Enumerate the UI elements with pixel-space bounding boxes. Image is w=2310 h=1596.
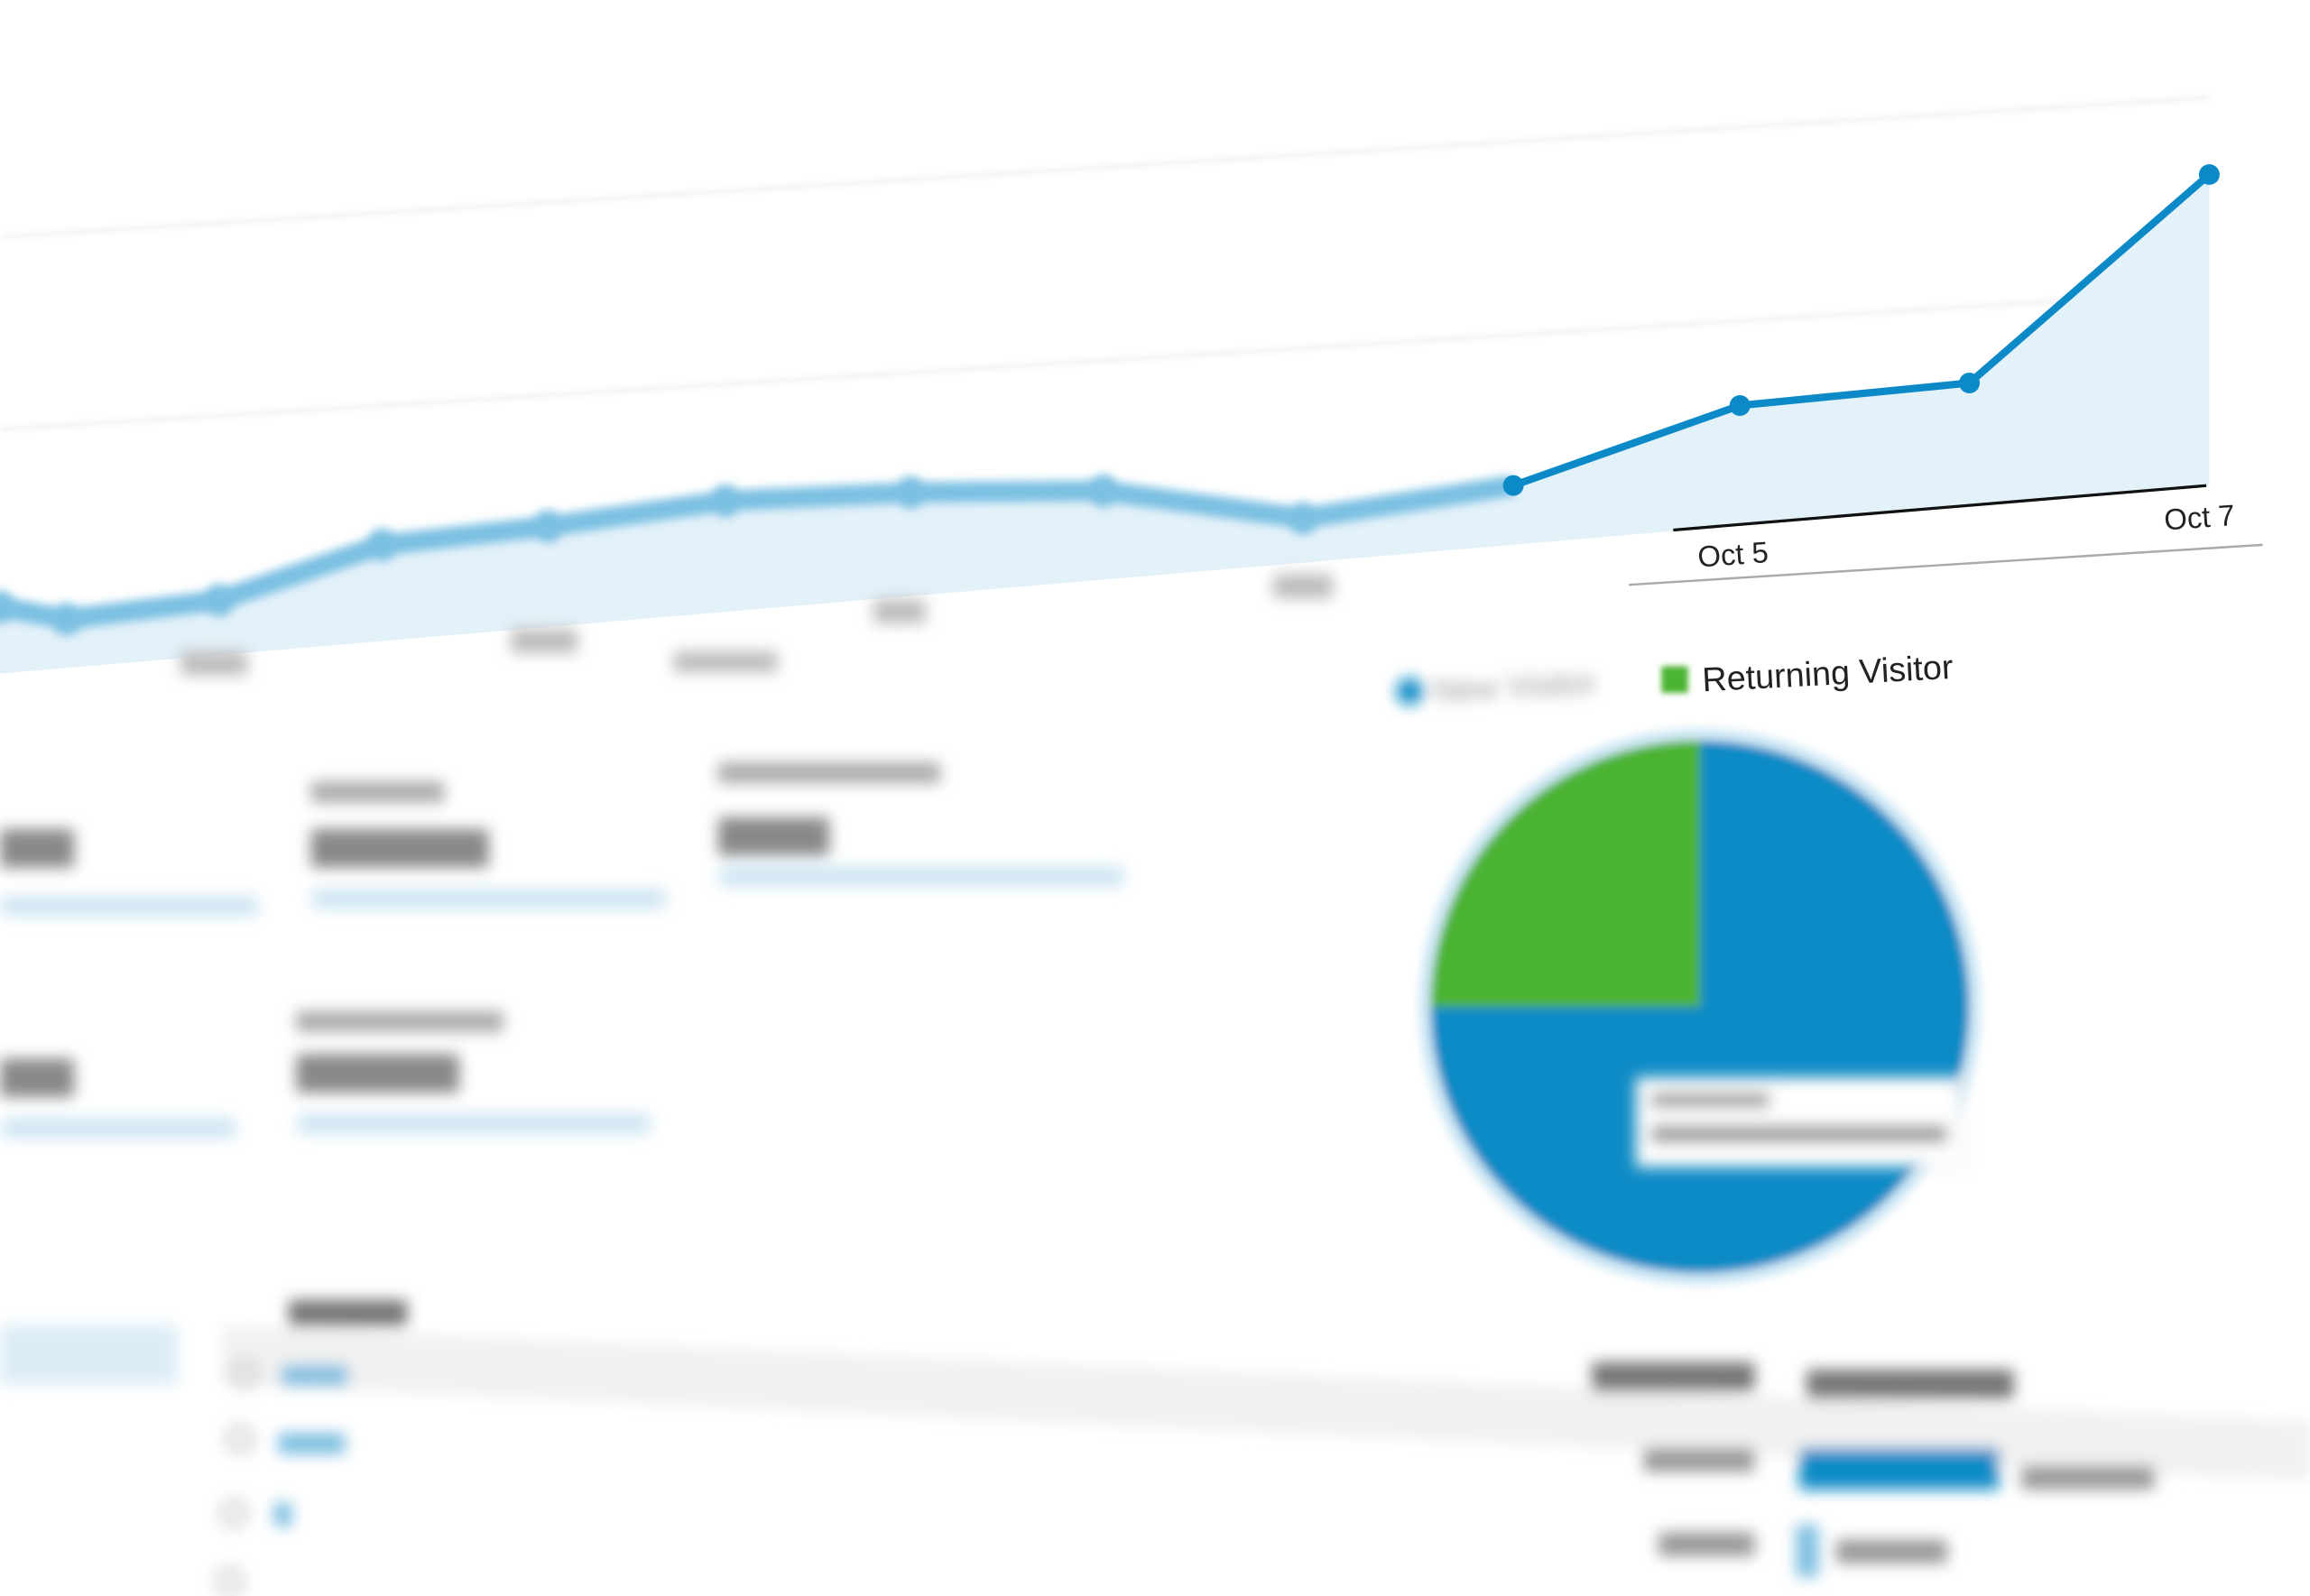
x-axis-shadow: [1629, 543, 2263, 586]
metric-card[interactable]: [296, 1010, 652, 1135]
data-point[interactable]: [1729, 394, 1751, 416]
legend-item-new-visitor[interactable]: New Visitor: [1396, 663, 1598, 709]
blurred-tick-labels: [180, 574, 1333, 676]
gridline: [0, 291, 2210, 430]
metric-card[interactable]: [0, 828, 260, 917]
data-point[interactable]: [1502, 475, 1524, 496]
x-tick-label: Oct 5: [1696, 535, 1769, 573]
legend-swatch: [1661, 666, 1688, 693]
data-point[interactable]: [709, 484, 743, 518]
table-row[interactable]: [215, 1567, 244, 1596]
data-point[interactable]: [531, 510, 565, 543]
table-row[interactable]: [230, 1360, 2155, 1490]
table-row[interactable]: [226, 1425, 1947, 1577]
pie-tooltip: [1635, 1076, 1964, 1167]
gridline: [0, 97, 2210, 238]
data-point[interactable]: [894, 475, 928, 509]
visitor-pie-chart: [1418, 728, 1982, 1286]
data-point[interactable]: [1959, 373, 1981, 393]
data-point[interactable]: [365, 528, 399, 561]
series-line: [1511, 171, 2213, 489]
metric-card[interactable]: [717, 762, 1126, 887]
area-fill: [0, 174, 2210, 674]
metric-cards: [0, 762, 1126, 1139]
data-point[interactable]: [50, 603, 83, 636]
metric-card[interactable]: [310, 781, 667, 909]
legend-label: Returning Visitor: [1701, 648, 1954, 699]
data-point[interactable]: [0, 590, 17, 623]
data-point[interactable]: [202, 584, 236, 617]
gridlines: [0, 97, 2210, 430]
data-point[interactable]: [1086, 474, 1120, 508]
legend-item-returning-visitor[interactable]: Returning Visitor: [1661, 648, 1954, 699]
blurred-line-segment: [0, 474, 1515, 636]
x-tick-label: Oct 7: [2163, 498, 2236, 536]
data-table: [0, 1299, 2310, 1596]
sessions-line-chart: [0, 163, 2220, 674]
pie-legend: New Visitor Returning Visitor: [1396, 648, 1954, 709]
metric-card[interactable]: [0, 1058, 237, 1139]
data-point[interactable]: [1287, 502, 1320, 535]
data-point[interactable]: [2198, 163, 2220, 185]
series-line: [0, 475, 1515, 630]
pie-slice[interactable]: [1430, 740, 1700, 1007]
table-row[interactable]: [219, 1499, 292, 1527]
legend-swatch: [1396, 678, 1424, 706]
x-axis: [1673, 484, 2207, 532]
legend-label: New Visitor: [1432, 663, 1598, 708]
